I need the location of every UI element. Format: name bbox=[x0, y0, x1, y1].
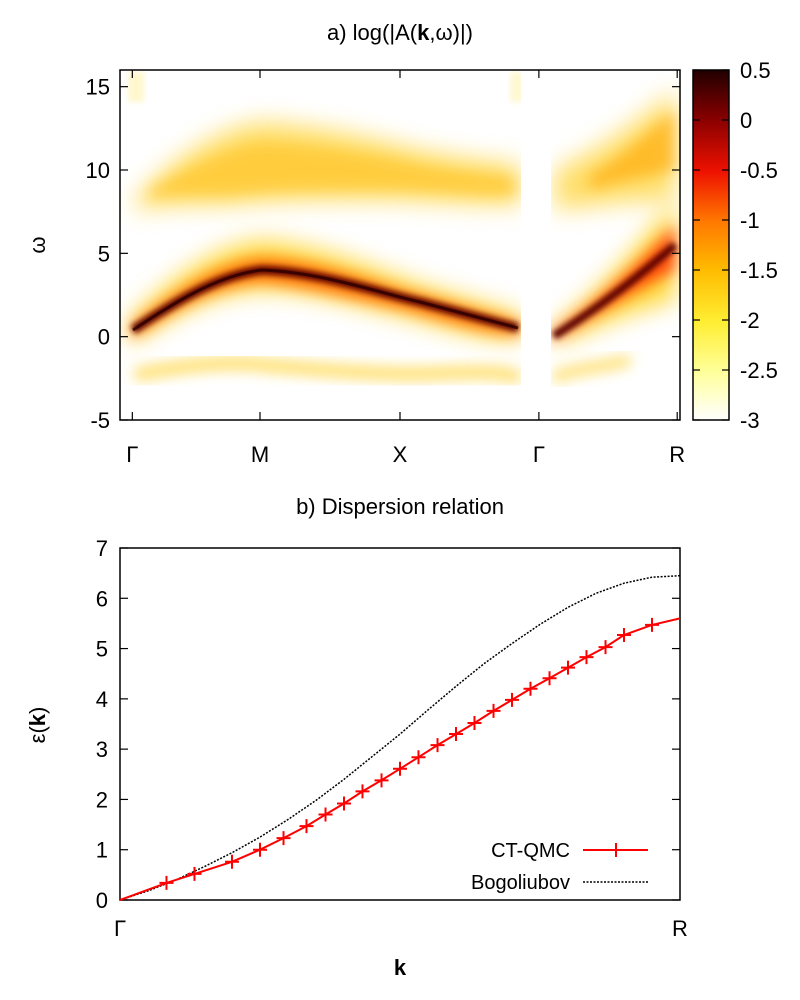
colorbar-tick-label: -1.5 bbox=[740, 258, 778, 283]
ctqmc-point bbox=[355, 784, 370, 799]
panel-a-title: a) log(|A(k,ω)|) bbox=[327, 20, 473, 45]
ctqmc-point bbox=[598, 640, 613, 655]
ctqmc-point bbox=[467, 715, 482, 730]
panel-a-y-tick-label: 0 bbox=[98, 325, 110, 350]
legend-label-ctqmc: CT-QMC bbox=[491, 840, 570, 862]
legend-label-bogoliubov: Bogoliubov bbox=[471, 872, 570, 894]
colorbar-tick-label: 0.5 bbox=[740, 58, 771, 83]
upper-band-right-core bbox=[590, 110, 675, 190]
main-band-core-inner bbox=[132, 268, 519, 332]
panel-b-y-axis: 0 1 2 3 4 5 6 7 bbox=[96, 536, 680, 913]
ctqmc-point bbox=[449, 727, 463, 742]
series-line-bogoliubov bbox=[119, 574, 681, 901]
ctqmc-point bbox=[337, 796, 351, 811]
colorbar-tick-label: -3 bbox=[740, 408, 760, 433]
ctqmc-point bbox=[159, 875, 174, 890]
colorbar-tick-label: -1 bbox=[740, 208, 760, 233]
ctqmc-point bbox=[276, 831, 291, 846]
ctqmc-point bbox=[617, 627, 631, 642]
panel-b-y-tick-label: 6 bbox=[96, 586, 108, 611]
panel-b-y-tick-label: 4 bbox=[96, 687, 108, 712]
ctqmc-point bbox=[579, 650, 594, 665]
faint-streak-left bbox=[128, 72, 144, 102]
panel-b-x-label: k bbox=[394, 955, 407, 980]
lower-band-right bbox=[550, 355, 632, 383]
colorbar bbox=[692, 69, 730, 421]
ctqmc-point bbox=[187, 866, 202, 881]
colorbar-tick-label: -2 bbox=[740, 308, 760, 333]
legend-marker-ctqmc bbox=[609, 843, 623, 857]
ctqmc-point bbox=[393, 761, 407, 776]
panel-b-frame bbox=[119, 547, 681, 901]
ctqmc-point bbox=[542, 671, 557, 686]
panel-b-x-tick-label: Γ bbox=[114, 916, 126, 941]
ctqmc-point bbox=[225, 854, 239, 869]
panel-b-y-tick-label: 3 bbox=[96, 737, 108, 762]
lower-band-left bbox=[133, 357, 523, 384]
ctqmc-point bbox=[299, 819, 314, 834]
panel-a-heatmap: a) log(|A(k,ω)|) bbox=[25, 20, 778, 467]
panel-b-y-tick-label: 7 bbox=[96, 536, 108, 561]
ctqmc-point bbox=[318, 807, 333, 822]
ctqmc-point bbox=[505, 692, 519, 707]
panel-a-x-tick-label: M bbox=[251, 442, 269, 467]
panel-a-y-tick-label: -5 bbox=[90, 408, 110, 433]
panel-a-x-tick-label: X bbox=[393, 442, 408, 467]
panel-a-y-tick-label: 10 bbox=[86, 158, 110, 183]
panel-b-title: b) Dispersion relation bbox=[296, 494, 504, 519]
ctqmc-point bbox=[523, 681, 538, 696]
ctqmc-point bbox=[561, 660, 575, 675]
ctqmc-point bbox=[411, 750, 426, 765]
main-band-right-body bbox=[553, 225, 675, 340]
main-band-right-halo bbox=[552, 200, 675, 345]
upper-band-left-core bbox=[150, 143, 515, 198]
ctqmc-point bbox=[374, 773, 389, 788]
panel-b-y-tick-label: 1 bbox=[96, 838, 108, 863]
colorbar-ticks: 0.5 0 -0.5 -1 -1.5 -2 -2.5 -3 bbox=[693, 58, 778, 433]
main-band-right-core bbox=[551, 241, 678, 340]
heatmap-bands bbox=[128, 70, 678, 420]
gamma-gap bbox=[521, 70, 551, 420]
panel-b-legend: CT-QMC Bogoliubov bbox=[471, 840, 648, 894]
panel-b-x-tick-label: R bbox=[672, 916, 688, 941]
colorbar-tick-label: -2.5 bbox=[740, 358, 778, 383]
panel-a-y-axis: -5 0 5 10 15 bbox=[86, 75, 680, 433]
ctqmc-point bbox=[486, 703, 501, 718]
ctqmc-point bbox=[645, 617, 659, 632]
series-line-ctqmc bbox=[119, 617, 681, 901]
faint-streak-right bbox=[510, 72, 524, 102]
ctqmc-point bbox=[253, 842, 267, 857]
panel-b-y-tick-label: 0 bbox=[96, 888, 108, 913]
panel-a-y-tick-label: 5 bbox=[98, 241, 110, 266]
ctqmc-point bbox=[430, 738, 445, 753]
panel-a-x-tick-label: Γ bbox=[126, 442, 138, 467]
colorbar-tick-label: 0 bbox=[740, 108, 752, 133]
panel-a-x-tick-label: R bbox=[669, 442, 685, 467]
panel-a-y-tick-label: 15 bbox=[86, 75, 110, 100]
panel-b-y-tick-label: 5 bbox=[96, 637, 108, 662]
colorbar-tick-label: -0.5 bbox=[740, 158, 778, 183]
panel-b-series bbox=[119, 574, 681, 901]
panel-b-y-label: ε(k) bbox=[25, 707, 50, 744]
panel-b-y-tick-label: 2 bbox=[96, 787, 108, 812]
panel-a-x-tick-label: Γ bbox=[533, 442, 545, 467]
upper-band-right bbox=[555, 90, 675, 210]
panel-a-y-label: ω bbox=[25, 236, 50, 253]
